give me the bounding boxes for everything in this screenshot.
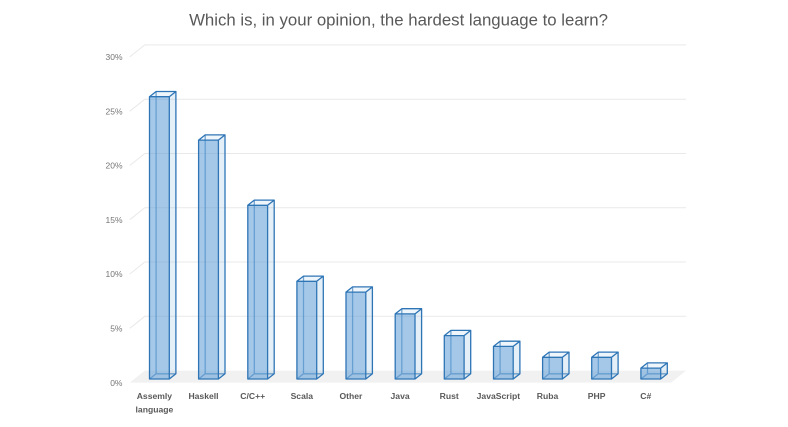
svg-text:15%: 15% (105, 215, 122, 225)
svg-text:Scala: Scala (291, 391, 314, 401)
svg-text:C#: C# (640, 391, 651, 401)
svg-text:10%: 10% (105, 269, 122, 279)
svg-text:JavaScript: JavaScript (477, 391, 521, 401)
svg-text:Assemly: Assemly (137, 391, 173, 401)
svg-text:Java: Java (391, 391, 410, 401)
svg-text:20%: 20% (105, 161, 122, 171)
svg-text:Other: Other (339, 391, 363, 401)
svg-text:language: language (136, 404, 174, 414)
svg-text:C/C++: C/C++ (240, 391, 265, 401)
svg-text:30%: 30% (105, 52, 122, 62)
svg-text:5%: 5% (110, 324, 123, 334)
svg-text:0%: 0% (110, 378, 123, 388)
svg-text:Ruba: Ruba (537, 391, 559, 401)
svg-text:PHP: PHP (588, 391, 606, 401)
svg-text:Rust: Rust (440, 391, 459, 401)
svg-text:Haskell: Haskell (188, 391, 218, 401)
svg-text:Which is, in your opinion, the: Which is, in your opinion, the hardest l… (189, 11, 608, 30)
svg-text:25%: 25% (105, 106, 122, 116)
